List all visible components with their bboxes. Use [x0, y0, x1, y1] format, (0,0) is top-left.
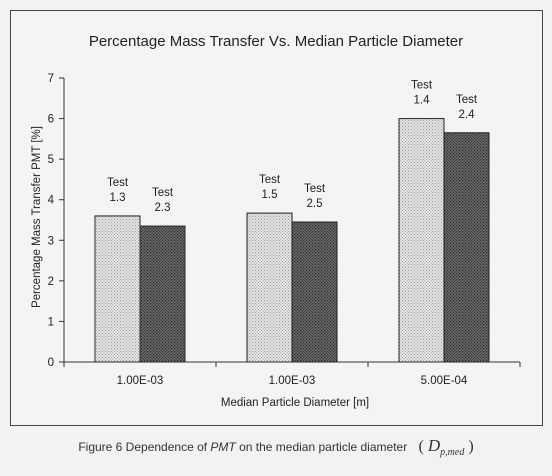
caption-symbol-d: D: [427, 436, 441, 455]
y-tick-label: 3: [48, 235, 54, 247]
caption-suffix: on the median particle diameter: [235, 440, 408, 454]
bar-data-label-line2: 2.3: [155, 202, 171, 214]
caption-open-paren: (: [418, 438, 424, 455]
bar: [246, 212, 293, 363]
x-tick-label: 5.00E-04: [421, 375, 468, 387]
bar-data-label-line1: Test: [259, 174, 281, 186]
bar: [139, 225, 186, 363]
bar-data-label-line1: Test: [107, 177, 129, 189]
bar-data-label-line1: Test: [456, 94, 478, 106]
bar-data-label-line1: Test: [152, 187, 174, 199]
caption-symbol: ( Dp,med ): [418, 436, 474, 459]
y-tick-label: 5: [48, 154, 54, 166]
bar-data-label-line1: Test: [411, 80, 433, 92]
bar-data-label-line2: 1.3: [110, 192, 126, 204]
y-tick-label: 4: [48, 195, 55, 207]
x-axis-label: Median Particle Diameter [m]: [221, 397, 369, 409]
bar-data-label-line2: 2.5: [307, 198, 323, 210]
y-tick-label: 1: [48, 316, 54, 328]
bar-data-label-line2: 1.4: [414, 95, 431, 107]
y-axis-label: Percentage Mass Transfer PMT [%]: [31, 126, 43, 308]
caption-pmt: PMT: [210, 440, 236, 454]
y-tick-label: 2: [48, 276, 54, 288]
y-tick-label: 0: [48, 357, 54, 369]
x-tick-label: 1.00E-03: [117, 375, 164, 387]
caption-close-paren: ): [468, 438, 474, 455]
y-tick-label: 7: [48, 73, 54, 85]
figure-caption: Figure 6 Dependence of PMT on the median…: [0, 436, 552, 458]
caption-symbol-subscript: p,med: [440, 447, 465, 459]
bar: [291, 221, 338, 363]
x-tick-label: 1.00E-03: [269, 375, 316, 387]
bar: [94, 215, 141, 363]
bar-data-label-line1: Test: [304, 183, 326, 195]
bar: [443, 132, 490, 363]
y-tick-label: 6: [48, 114, 54, 126]
bar-data-label-line2: 2.4: [459, 109, 476, 121]
caption-prefix: Figure 6 Dependence of: [78, 440, 211, 454]
chart-title: Percentage Mass Transfer Vs. Median Part…: [89, 33, 463, 50]
bar-data-label-line2: 1.5: [262, 189, 278, 201]
bar: [398, 118, 445, 363]
